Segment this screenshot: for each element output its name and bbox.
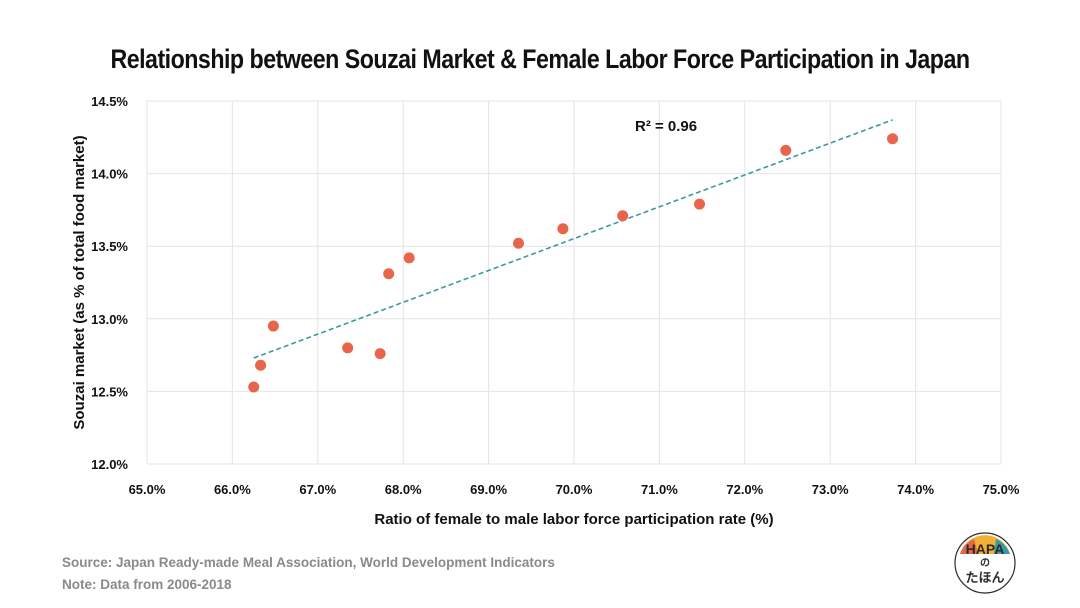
y-tick-label: 13.0% (91, 312, 128, 327)
data-points (248, 133, 899, 393)
x-tick-label: 68.0% (385, 482, 422, 497)
svg-text:HAPA: HAPA (966, 541, 1005, 557)
x-tick-label: 74.0% (897, 482, 934, 497)
chart-title: Relationship between Souzai Market & Fem… (110, 44, 970, 74)
x-tick-label: 72.0% (726, 482, 763, 497)
data-point (694, 198, 706, 210)
x-tick-label: 69.0% (470, 482, 507, 497)
x-tick-label: 67.0% (299, 482, 336, 497)
data-point (512, 237, 524, 249)
trendline (253, 119, 893, 359)
data-point (374, 348, 386, 360)
x-axis-ticks: 65.0% 66.0% 67.0% 68.0% 69.0% 70.0% 71.0% 72.0%… (129, 482, 1020, 497)
y-axis-ticks: 12.0% 12.5% 13.0% 13.5% 14.0% 14.5% (91, 94, 128, 472)
data-point (617, 210, 629, 222)
trendline-group (253, 119, 893, 359)
y-tick-label: 14.5% (91, 94, 128, 109)
data-point (255, 359, 267, 371)
data-point (780, 144, 792, 156)
y-tick-label: 12.5% (91, 384, 128, 399)
y-tick-label: 14.0% (91, 167, 128, 182)
data-note: Note: Data from 2006-2018 (62, 577, 232, 592)
r-squared-annotation: R² = 0.96 (635, 118, 697, 135)
y-tick-label: 13.5% (91, 239, 128, 254)
x-tick-label: 71.0% (641, 482, 678, 497)
x-tick-label: 70.0% (556, 482, 593, 497)
data-point (403, 252, 415, 264)
data-point (887, 133, 899, 145)
data-point (557, 223, 569, 235)
svg-text:の: の (980, 558, 990, 569)
hapa-logo: HAPA の たほん (954, 532, 1016, 594)
y-tick-label: 12.0% (91, 457, 128, 472)
x-tick-label: 73.0% (812, 482, 849, 497)
x-tick-label: 65.0% (129, 482, 166, 497)
x-tick-label: 75.0% (983, 482, 1020, 497)
x-tick-label: 66.0% (214, 482, 251, 497)
data-point (342, 342, 354, 354)
x-axis-label: Ratio of female to male labor force part… (374, 511, 773, 528)
data-point (383, 268, 395, 280)
grid-lines (146, 100, 1002, 465)
data-point (267, 320, 279, 332)
source-note: Source: Japan Ready-made Meal Associatio… (62, 555, 555, 570)
y-axis-label: Souzai market (as % of total food market… (71, 135, 88, 429)
svg-text:たほん: たほん (965, 571, 1004, 586)
data-point (248, 381, 260, 393)
